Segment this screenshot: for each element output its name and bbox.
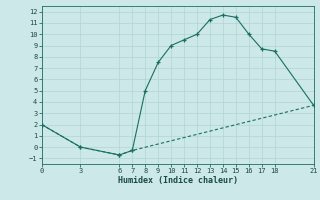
X-axis label: Humidex (Indice chaleur): Humidex (Indice chaleur) [118, 176, 237, 185]
